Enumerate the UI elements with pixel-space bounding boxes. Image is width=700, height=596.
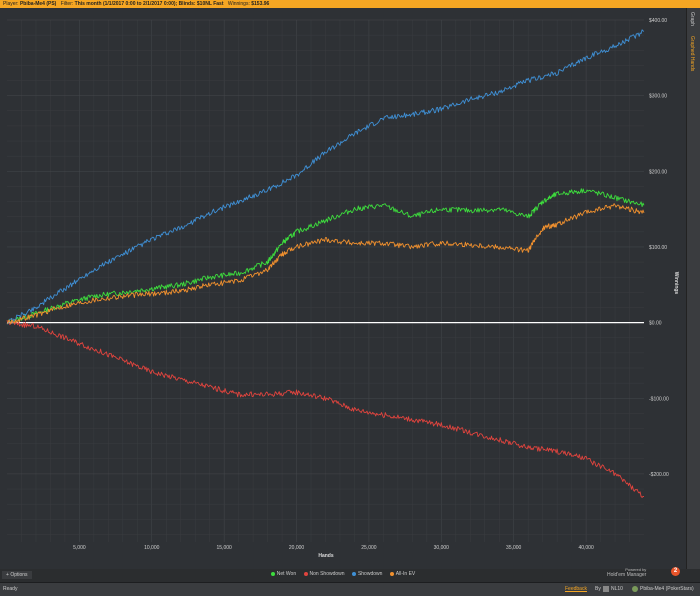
x-tick-label: 40,000 <box>578 545 594 551</box>
brand-logo: Powered by Hold'em Manager <box>607 567 646 578</box>
y-tick-label: $300.00 <box>649 94 667 100</box>
y-tick-label: -$200.00 <box>649 472 669 478</box>
stake-selector[interactable]: NL10 <box>603 583 623 596</box>
tab-graph[interactable]: Graph <box>689 12 695 26</box>
y-axis-label: Winnings <box>673 272 679 295</box>
y-tick-label: $400.00 <box>649 18 667 24</box>
legend-swatch <box>303 571 308 576</box>
legend-label: All-In EV <box>395 571 416 577</box>
tab-graphed-hands[interactable]: Graphed Hands <box>689 36 695 72</box>
chart-legend: Net Won Non Showdown Showdown All-In EV <box>0 571 686 577</box>
series-line-showdown <box>6 29 645 325</box>
brand-name: Hold'em Manager <box>607 572 647 578</box>
options-label: Options <box>10 572 28 578</box>
player-selector[interactable]: Pbiba-Me4 (PokerStars) <box>632 583 694 596</box>
by-label: By <box>595 586 601 592</box>
user-icon <box>632 585 638 592</box>
x-tick-label: 25,000 <box>361 545 377 551</box>
legend-swatch <box>351 571 356 576</box>
chart-series <box>6 29 645 498</box>
winnings-chart: 5,000 10,000 15,000 20,000 25,000 30,000 35,00… <box>6 18 679 559</box>
winnings-label: Winnings: <box>227 1 250 7</box>
legend-item-showdown[interactable]: Showdown <box>351 571 383 577</box>
player-value[interactable]: Pbiba-Me4 (PS) <box>19 1 57 7</box>
hm2-logo-icon: 2 <box>671 567 680 576</box>
right-tab-strip: Graph Graphed Hands <box>686 8 700 569</box>
legend-label: Non Showdown <box>309 571 345 577</box>
x-axis-label: Hands <box>318 553 334 559</box>
x-tick-label: 35,000 <box>506 545 522 551</box>
y-tick-label: $200.00 <box>649 169 667 175</box>
x-tick-label: 10,000 <box>144 545 160 551</box>
powered-by: Powered by <box>625 567 647 572</box>
filter-value[interactable]: This month (1/1/2017 0:00 to 2/1/2017 0:… <box>74 1 224 7</box>
stake-icon <box>603 585 609 592</box>
status-text: Ready <box>3 586 18 592</box>
series-line-all-in-ev <box>6 203 645 325</box>
legend-label: Showdown <box>357 571 383 577</box>
legend-swatch <box>270 571 275 576</box>
chart-ticks: 5,000 10,000 15,000 20,000 25,000 30,000 35,00… <box>73 18 669 551</box>
plus-icon: + <box>6 572 9 578</box>
legend-item-non-showdown[interactable]: Non Showdown <box>303 571 345 577</box>
status-bar: Ready Feedback By NL10 Pbiba-Me4 (PokerS… <box>0 582 700 596</box>
graph-panel: 5,000 10,000 15,000 20,000 25,000 30,000 35,00… <box>0 8 686 569</box>
player-label-status: Pbiba-Me4 (PokerStars) <box>640 586 694 592</box>
filter-label: Filter: <box>60 1 74 7</box>
winnings-value: $153.96 <box>251 1 270 7</box>
legend-label: Net Won <box>276 571 297 577</box>
player-label: Player: <box>3 1 19 7</box>
y-tick-label: -$100.00 <box>649 396 669 402</box>
x-tick-label: 15,000 <box>217 545 233 551</box>
x-tick-label: 30,000 <box>434 545 450 551</box>
filter-bar: Player: Pbiba-Me4 (PS) Filter: This mont… <box>0 0 700 8</box>
legend-item-net-won[interactable]: Net Won <box>270 571 297 577</box>
series-line-net-won <box>6 188 645 324</box>
chart-grid <box>7 19 644 542</box>
legend-item-all-in-ev[interactable]: All-In EV <box>389 571 416 577</box>
x-tick-label: 20,000 <box>289 545 305 551</box>
series-line-non-showdown <box>6 319 645 498</box>
feedback-link[interactable]: Feedback <box>565 586 587 592</box>
y-tick-label: $0.00 <box>649 321 662 327</box>
x-tick-label: 5,000 <box>73 545 86 551</box>
options-button[interactable]: + Options <box>2 571 32 579</box>
legend-swatch <box>389 571 394 576</box>
stake-label: NL10 <box>611 586 623 592</box>
y-tick-label: $100.00 <box>649 245 667 251</box>
